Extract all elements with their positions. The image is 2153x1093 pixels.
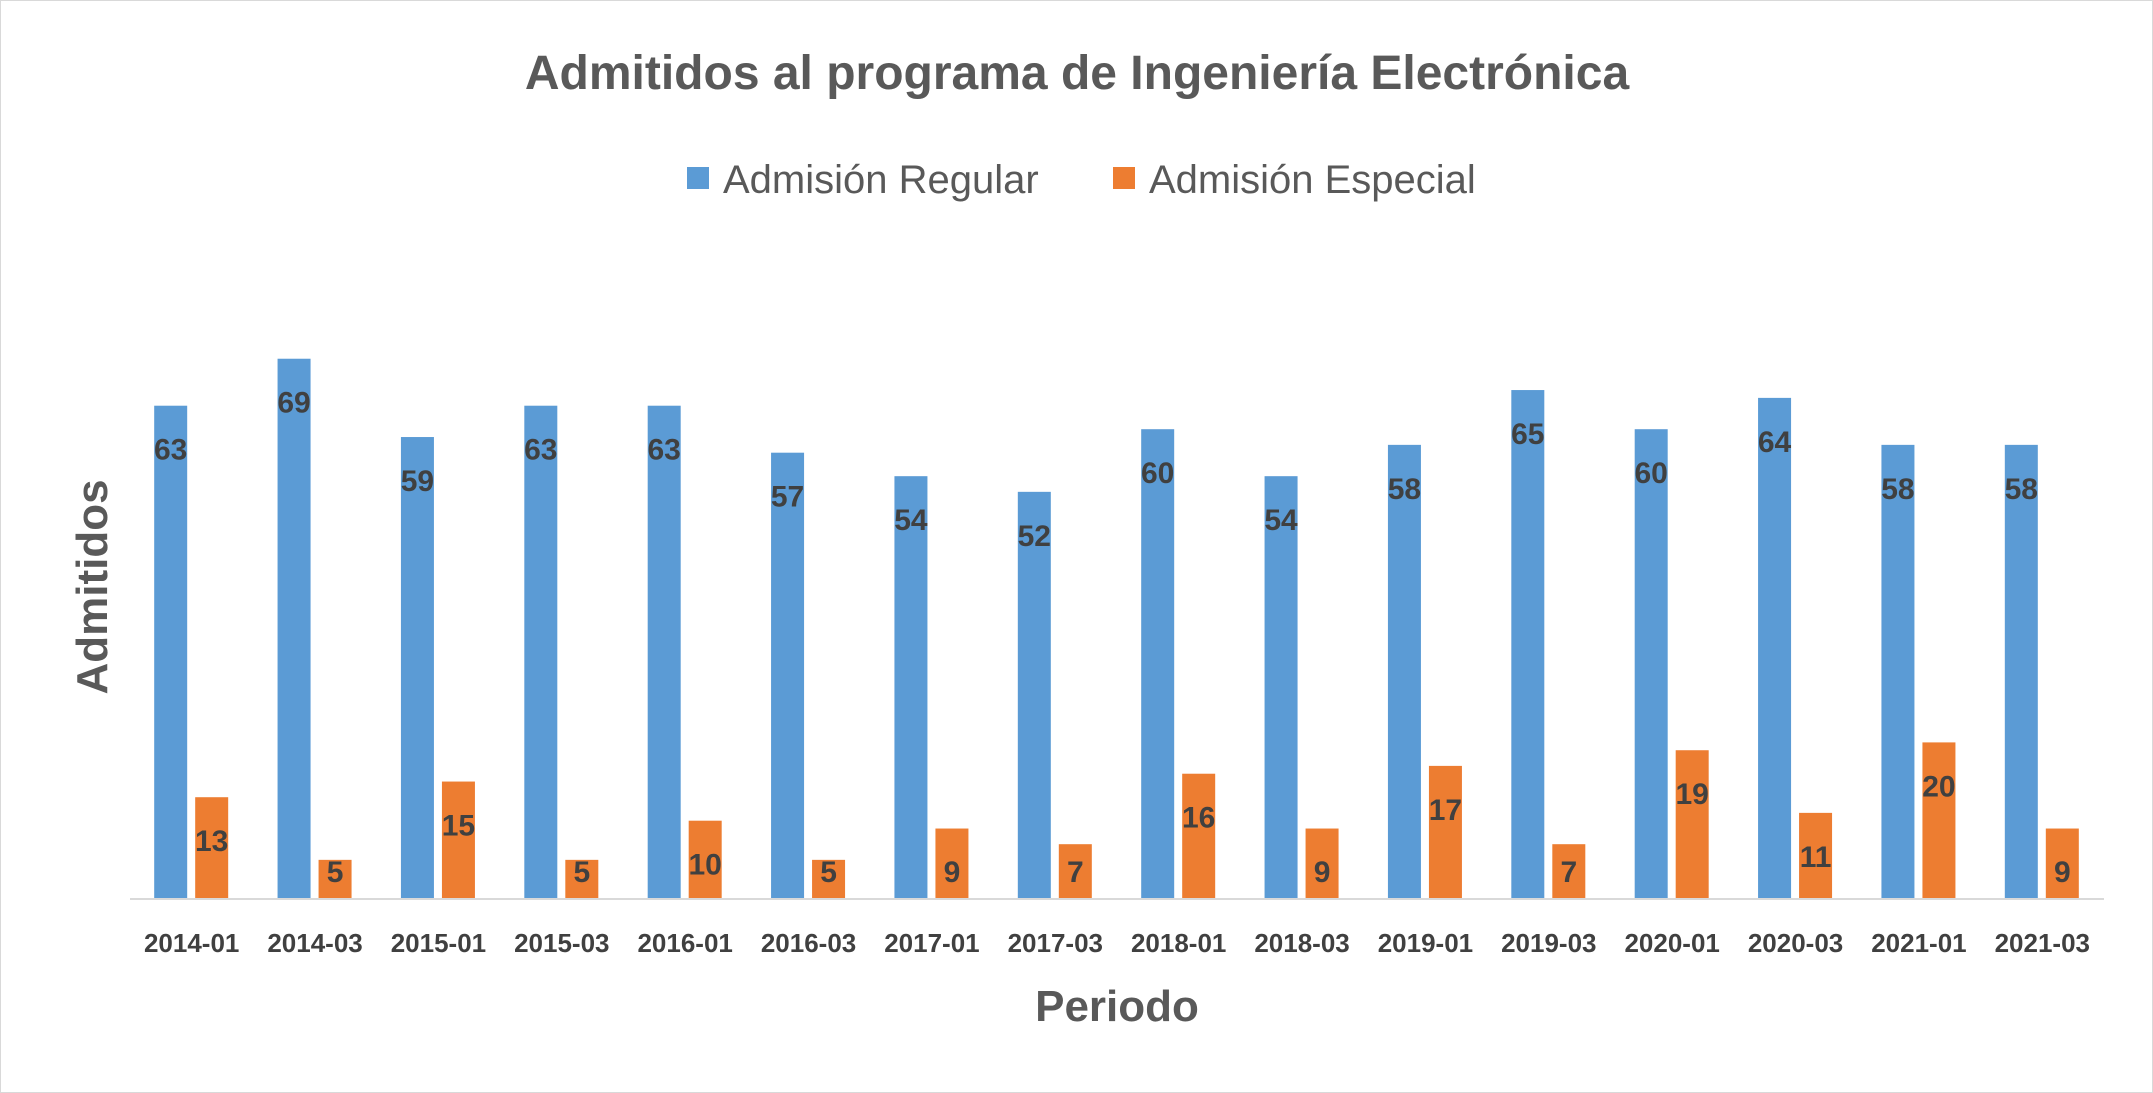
x-axis-title: Periodo [1035, 982, 1199, 1031]
data-label: 58 [1388, 473, 1421, 506]
x-tick-label: 2018-01 [1131, 928, 1226, 958]
x-tick-label: 2021-01 [1871, 928, 1966, 958]
data-label: 63 [524, 434, 557, 467]
data-label: 60 [1141, 457, 1174, 490]
data-label: 5 [327, 856, 344, 889]
bar-admision-especial [1428, 765, 1462, 899]
data-label: 5 [820, 856, 837, 889]
x-tick-label: 2021-03 [1995, 928, 2090, 958]
data-label: 5 [573, 856, 590, 889]
bar-admision-especial [441, 781, 475, 899]
bar-admision-regular [647, 405, 681, 899]
bar-admision-regular [524, 405, 558, 899]
chart-title: Admitidos al programa de Ingeniería Elec… [525, 47, 1630, 100]
bar-admision-regular [1387, 444, 1421, 899]
data-label: 19 [1676, 778, 1709, 811]
x-tick-label: 2016-01 [637, 928, 732, 958]
bar-admision-especial [1799, 812, 1833, 899]
bar-admision-especial [688, 820, 722, 899]
x-tick-label: 2018-03 [1254, 928, 1349, 958]
bar-admision-especial [565, 859, 599, 899]
data-label: 17 [1429, 794, 1462, 827]
data-label: 9 [944, 856, 961, 889]
x-tick-label: 2016-03 [761, 928, 856, 958]
data-label: 10 [689, 849, 722, 882]
data-label: 58 [2005, 473, 2038, 506]
data-label: 65 [1511, 418, 1544, 451]
data-label: 11 [1800, 841, 1832, 874]
bar-admision-especial [2045, 828, 2079, 899]
x-tick-label: 2020-01 [1624, 928, 1719, 958]
legend-label-regular: Admisión Regular [723, 158, 1039, 202]
bar-admision-regular [1264, 476, 1298, 899]
data-label: 7 [1560, 856, 1577, 889]
bar-admision-regular [154, 405, 188, 899]
x-tick-label: 2019-03 [1501, 928, 1596, 958]
data-label: 64 [1758, 426, 1792, 459]
bar-admision-regular [2004, 444, 2038, 899]
bar-admision-regular [1881, 444, 1915, 899]
bar-admision-especial [1922, 742, 1956, 899]
x-tick-label: 2015-01 [391, 928, 486, 958]
bar-admision-especial [1305, 828, 1339, 899]
bar-admision-regular [277, 358, 311, 900]
data-label: 15 [442, 810, 475, 843]
bar-admision-regular [894, 476, 928, 899]
bar-admision-regular [1634, 429, 1668, 899]
bar-admision-regular [1141, 429, 1175, 899]
legend-swatch-especial [1113, 167, 1135, 189]
data-label: 52 [1018, 520, 1051, 553]
x-tick-label: 2014-03 [267, 928, 362, 958]
bar-admision-regular [1511, 390, 1545, 899]
data-label: 63 [648, 434, 681, 467]
legend-swatch-regular [687, 167, 709, 189]
x-tick-label: 2017-01 [884, 928, 979, 958]
data-label: 20 [1922, 770, 1955, 803]
data-label: 54 [894, 504, 928, 537]
data-label: 13 [195, 825, 228, 858]
data-label: 58 [1881, 473, 1914, 506]
data-label: 60 [1635, 457, 1668, 490]
bar-admision-regular [771, 452, 805, 899]
y-axis-title: Admitidos [68, 479, 117, 694]
bar-admision-especial [195, 797, 229, 899]
bar-admision-especial [1058, 844, 1092, 899]
x-tick-label: 2015-03 [514, 928, 609, 958]
bar-admision-especial [318, 859, 352, 899]
x-tick-label: 2014-01 [144, 928, 239, 958]
bar-admision-especial [935, 828, 969, 899]
data-label: 54 [1264, 504, 1298, 537]
bar-admision-regular [1017, 491, 1051, 899]
tick-labels-group: 2014-01 2014-03 2015-01 2015-03 2016-01 2016-… [144, 928, 2090, 958]
data-label: 69 [277, 387, 310, 420]
x-tick-label: 2017-03 [1008, 928, 1103, 958]
data-label: 59 [401, 465, 434, 498]
data-label: 9 [2054, 856, 2071, 889]
bar-admision-especial [1182, 773, 1216, 899]
legend-label-especial: Admisión Especial [1149, 158, 1476, 202]
data-label: 16 [1182, 802, 1215, 835]
bar-admision-especial [1552, 844, 1586, 899]
data-label: 63 [154, 434, 187, 467]
bar-admision-regular [1758, 397, 1792, 899]
data-label: 57 [771, 481, 804, 514]
bars-group [154, 358, 2079, 900]
data-label: 7 [1067, 856, 1084, 889]
bar-admision-especial [1675, 750, 1709, 899]
legend: Admisión Regular Admisión Especial [687, 158, 1476, 202]
x-tick-label: 2019-01 [1378, 928, 1473, 958]
data-label: 9 [1314, 856, 1331, 889]
x-tick-label: 2020-03 [1748, 928, 1843, 958]
bar-admision-regular [400, 437, 434, 899]
data-labels-group: 63 13 69 5 59 15 63 5 63 10 57 5 54 9 52 7 60 16 54 9 58 17 65… [154, 387, 2071, 889]
bar-admision-especial [812, 859, 846, 899]
